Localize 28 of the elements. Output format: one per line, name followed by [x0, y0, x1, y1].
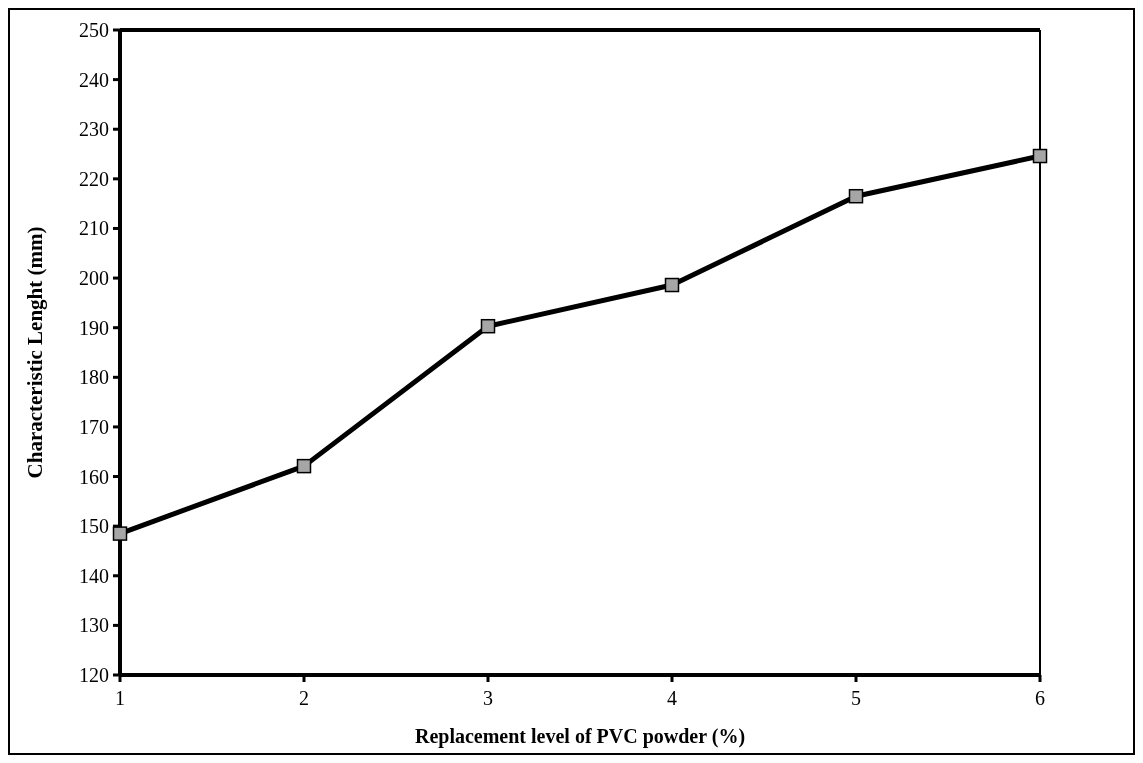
y-tick-label: 160 [79, 465, 109, 488]
y-tick-label: 180 [79, 366, 109, 389]
point [112, 526, 128, 541]
y-tick-label: 150 [79, 515, 109, 538]
x-tick-label: 1 [115, 687, 125, 709]
y-tick-label: 140 [79, 564, 109, 587]
y-tick-label: 250 [79, 19, 109, 41]
point [848, 188, 864, 204]
point [1032, 148, 1048, 164]
y-tick-label: 190 [79, 316, 109, 339]
y-axis-title: Characteristic Lenght (mm) [23, 226, 47, 479]
x-tick-label: 4 [667, 687, 677, 709]
point [480, 318, 496, 334]
y-tick-label: 170 [79, 415, 109, 438]
x-tick-label: 3 [483, 687, 493, 709]
y-tick-label: 210 [79, 217, 109, 240]
x-axis-title: Replacement level of PVC powder (%) [414, 725, 746, 748]
y-tick-label: 130 [79, 614, 109, 637]
y-tick-label: 200 [79, 267, 109, 290]
point [664, 277, 680, 293]
x-tick-label: 2 [299, 687, 309, 709]
y-tick-label: 240 [79, 68, 109, 91]
x-tick-label: 5 [851, 687, 861, 709]
point [296, 458, 312, 474]
x-tick-label: 6 [1035, 687, 1045, 709]
y-tick-label: 120 [79, 664, 109, 686]
y-tick-label: 230 [79, 118, 109, 141]
y-tick-label: 220 [79, 167, 109, 190]
